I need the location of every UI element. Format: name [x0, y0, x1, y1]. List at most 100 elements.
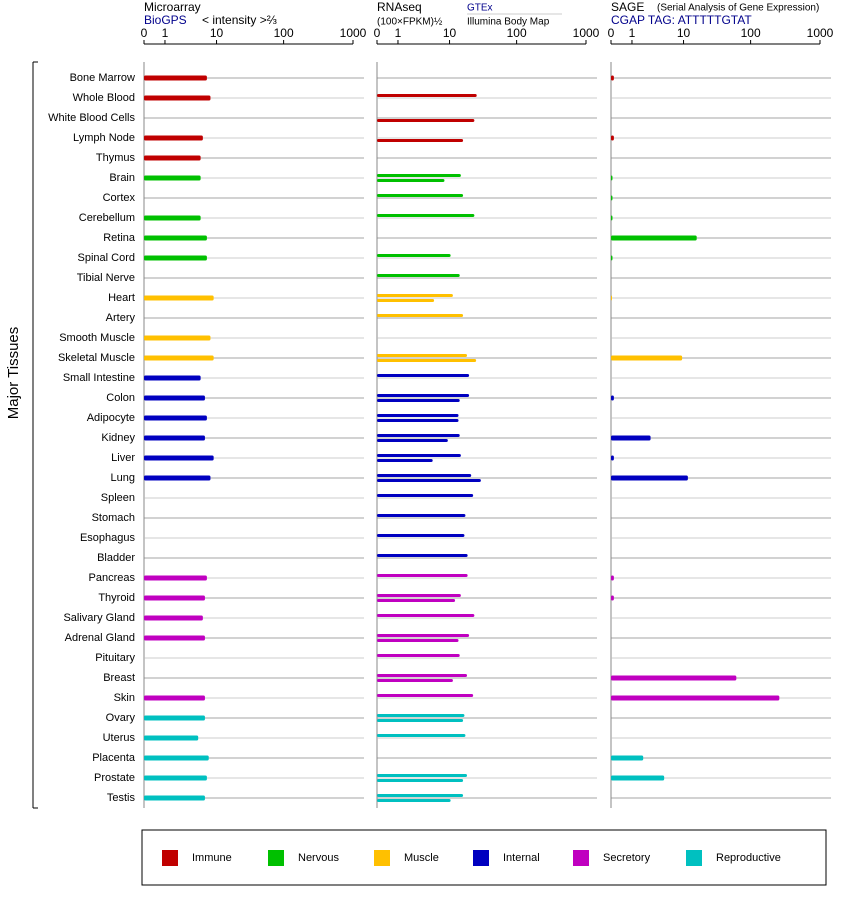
x-tick-label: 100 [274, 26, 294, 40]
bar [611, 355, 683, 361]
tissue-label: Pituitary [95, 652, 135, 664]
x-tick-label: 0 [374, 26, 381, 40]
bar [144, 755, 209, 761]
tissue-label: Placenta [92, 752, 136, 764]
legend-label: Nervous [298, 852, 339, 864]
tissue-label: Liver [111, 452, 135, 464]
bar [144, 75, 207, 81]
x-tick-label: 1 [395, 26, 402, 40]
tissue-label: Kidney [101, 432, 135, 444]
bar [377, 139, 464, 142]
bar [611, 675, 737, 681]
x-tick-label: 1000 [573, 26, 600, 40]
tissue-label: Retina [103, 232, 136, 244]
tissue-label: Adipocyte [87, 412, 135, 424]
bar [144, 255, 207, 261]
bar [377, 399, 460, 402]
series-name: Illumina Body Map [467, 17, 550, 28]
bar [377, 694, 474, 697]
x-tick-label: 1000 [340, 26, 367, 40]
bar [144, 735, 199, 741]
tissue-label: Thyroid [98, 592, 135, 604]
bar [377, 274, 460, 277]
bar [377, 514, 466, 517]
bar [377, 719, 464, 722]
legend-swatch [268, 850, 284, 866]
tissue-label: Colon [106, 392, 135, 404]
bar [377, 359, 477, 362]
bar [144, 695, 205, 701]
bar [611, 455, 614, 461]
legend-label: Reproductive [716, 852, 781, 864]
bar [377, 294, 453, 297]
bar [377, 654, 460, 657]
tissue-label: Stomach [92, 512, 135, 524]
bar [611, 475, 688, 481]
bar [611, 255, 613, 261]
tissue-label: Pancreas [89, 572, 136, 584]
bar [144, 135, 203, 141]
x-tick-label: 1 [629, 26, 636, 40]
bar [377, 459, 433, 462]
bar [611, 175, 613, 181]
tissue-label: Adrenal Gland [65, 632, 135, 644]
legend-label: Secretory [603, 852, 651, 864]
legend-swatch [573, 850, 589, 866]
tissue-label: Lung [111, 472, 135, 484]
tissue-label: Smooth Muscle [59, 332, 135, 344]
bar [377, 179, 445, 182]
bar [611, 135, 614, 141]
tissue-label: Spinal Cord [78, 252, 135, 264]
panel-title: SAGE [611, 0, 644, 14]
bar [377, 194, 464, 197]
bar [144, 415, 207, 421]
tissue-label: Prostate [94, 772, 135, 784]
tissue-label: Thymus [96, 152, 136, 164]
x-tick-label: 10 [677, 26, 691, 40]
bar [377, 614, 475, 617]
bar [611, 435, 651, 441]
tissue-label: Small Intestine [63, 372, 135, 384]
bar [377, 94, 477, 97]
x-tick-label: 100 [741, 26, 761, 40]
bar [377, 679, 453, 682]
bar [144, 795, 205, 801]
bar [377, 474, 472, 477]
tissue-label: Lymph Node [73, 132, 135, 144]
bar [377, 254, 451, 257]
bar [144, 375, 201, 381]
bar [144, 775, 207, 781]
bar [144, 615, 203, 621]
bar [611, 575, 614, 581]
bar [611, 295, 612, 301]
legend-swatch [473, 850, 489, 866]
bar [377, 494, 474, 497]
bar [377, 639, 459, 642]
bar [144, 595, 205, 601]
bar [377, 174, 461, 177]
legend-label: Immune [192, 852, 232, 864]
x-tick-label: 1000 [807, 26, 834, 40]
bar [377, 574, 468, 577]
bar [611, 595, 614, 601]
bar [144, 455, 214, 461]
bar [377, 439, 448, 442]
bar [144, 475, 211, 481]
legend-label: Muscle [404, 852, 439, 864]
bar [144, 355, 214, 361]
bar [611, 235, 697, 241]
panel-title: RNAseq [377, 0, 422, 14]
tissue-label: Ovary [106, 712, 136, 724]
bar [377, 414, 459, 417]
bar [144, 215, 201, 221]
bar [377, 479, 481, 482]
bar [144, 635, 205, 641]
bar [377, 734, 466, 737]
tissue-label: Skeletal Muscle [58, 352, 135, 364]
x-tick-label: 100 [507, 26, 527, 40]
bar [144, 155, 201, 161]
bar [377, 119, 475, 122]
y-axis-label: Major Tissues [5, 327, 22, 420]
bar [377, 314, 464, 317]
tissue-label: White Blood Cells [48, 112, 135, 124]
